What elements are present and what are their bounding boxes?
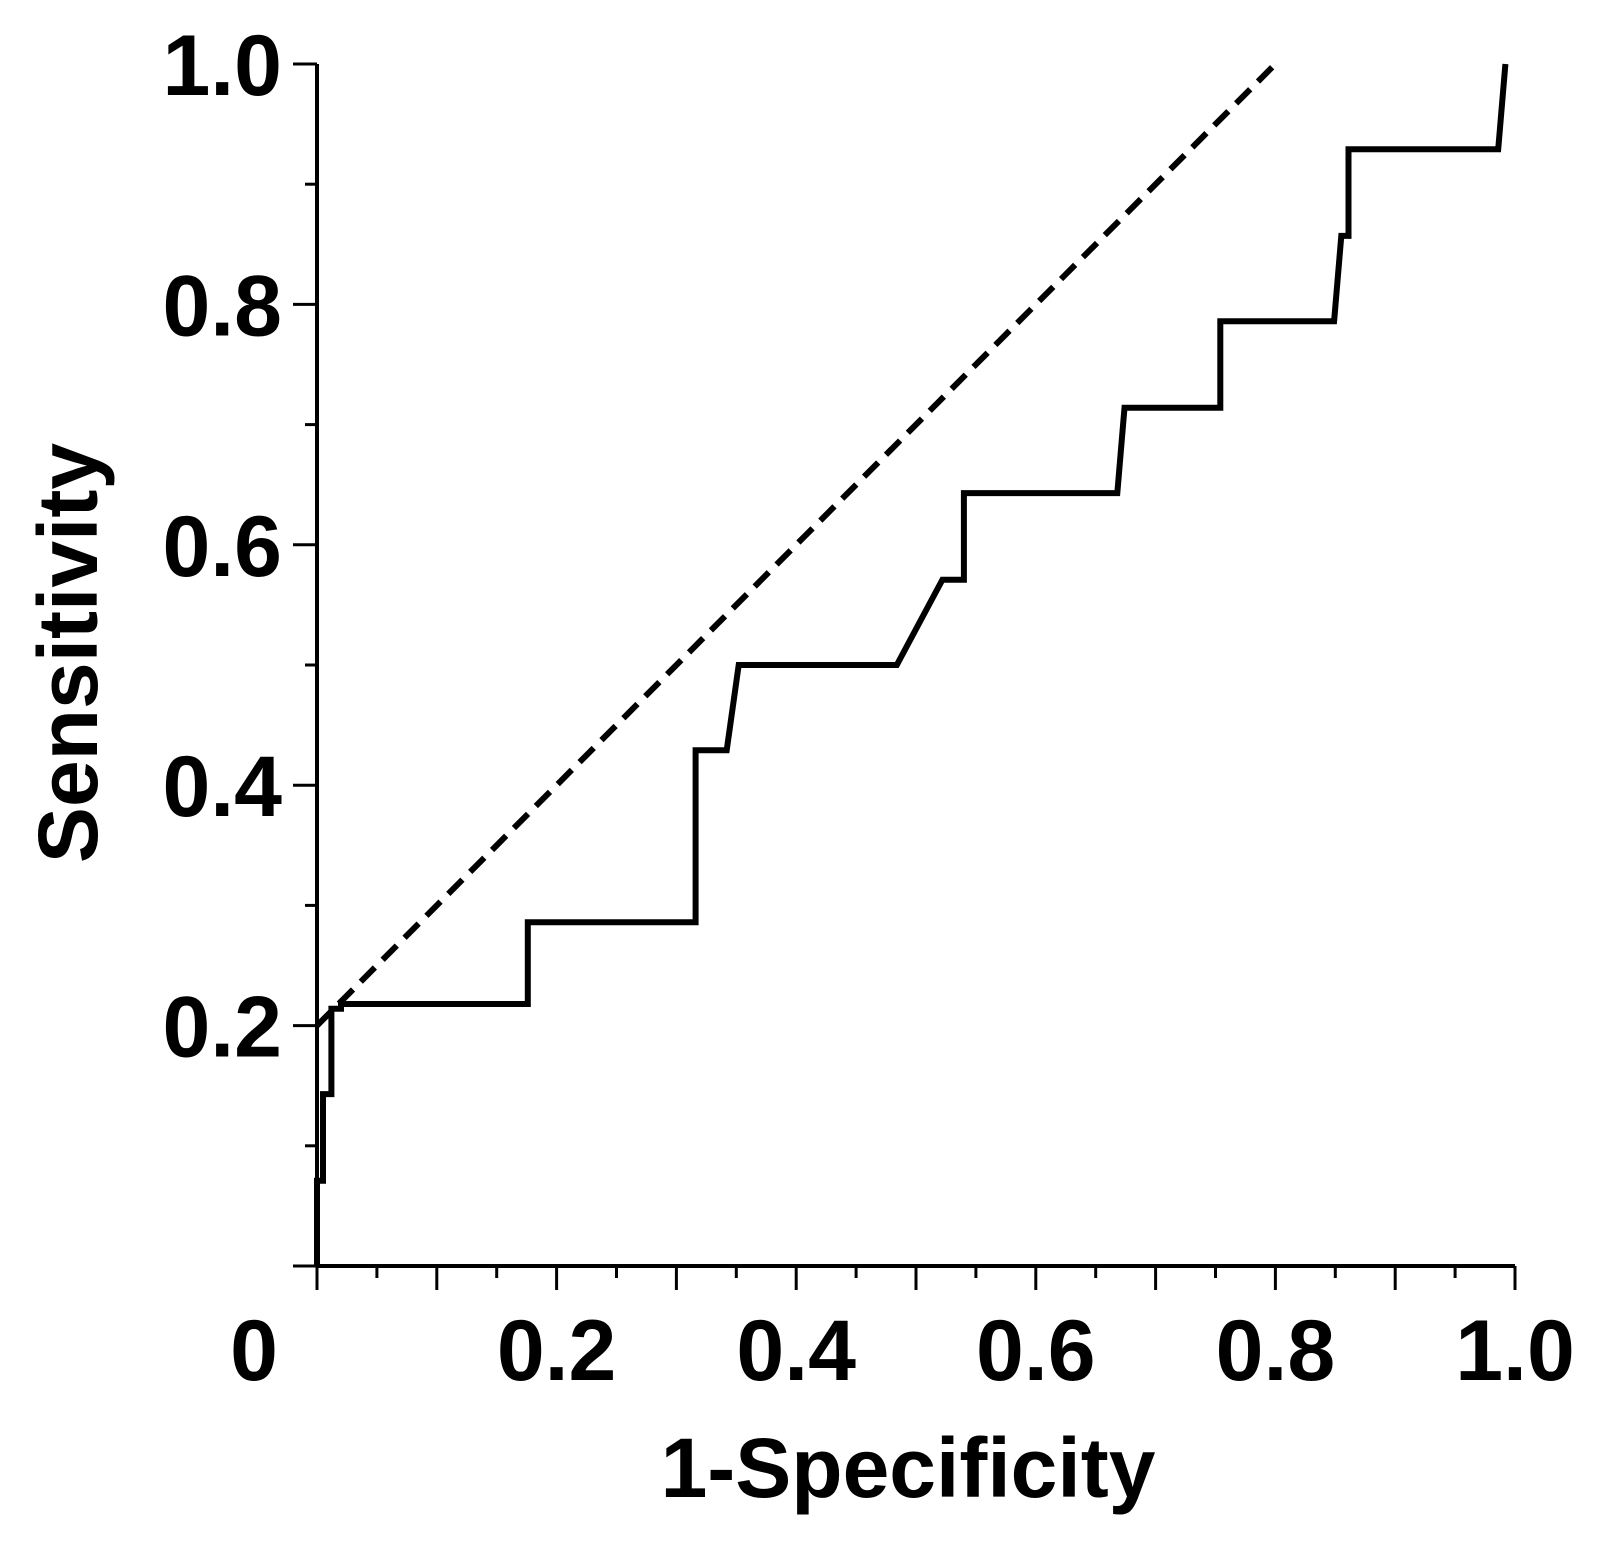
x-axis-title: 1-Specificity	[661, 1421, 1156, 1515]
y-axis-title: Sensitivity	[21, 443, 115, 863]
tick-labels: 0 0.2 0.4 0.6 0.8 1.0 0.2 0.4 0.6 0.8 1.0	[162, 18, 1574, 1399]
y-tick-label: 0.6	[162, 499, 282, 595]
reference-diagonal-line	[314, 61, 1278, 1028]
series-layer	[314, 61, 1509, 1266]
roc-curve-line	[314, 63, 1509, 1266]
x-tick-label: 0.6	[976, 1303, 1096, 1399]
y-tick-label: 0.4	[162, 739, 282, 835]
y-tick-label: 0.8	[162, 258, 282, 354]
x-tick-label: 0.8	[1216, 1303, 1336, 1399]
x-tick-label: 0.4	[736, 1303, 856, 1399]
x-tick-label: 1.0	[1455, 1303, 1575, 1399]
x-tick-label: 0	[230, 1303, 278, 1399]
y-tick-label: 0.2	[162, 980, 282, 1076]
axes	[293, 62, 1517, 1290]
x-tick-label: 0.2	[497, 1303, 617, 1399]
y-tick-label: 1.0	[162, 18, 282, 114]
